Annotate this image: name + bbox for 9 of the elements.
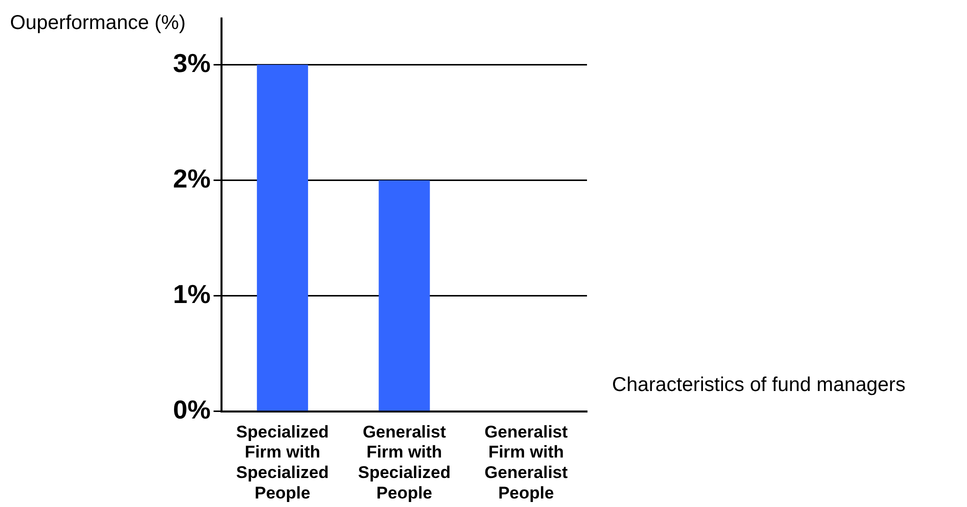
y-axis-title: Ouperformance (%) <box>10 12 186 35</box>
x-tick-label: Generalist Firm with Specialized People <box>358 422 451 502</box>
y-tick-label: 3% <box>173 48 211 78</box>
x-axis-title: Characteristics of fund managers <box>612 374 906 397</box>
x-tick-label: Generalist Firm with Generalist People <box>484 422 568 502</box>
y-tick-label: 0% <box>173 394 211 425</box>
x-tick-label: Specialized Firm with Specialized People <box>236 422 329 502</box>
y-tick-label: 2% <box>173 164 211 194</box>
y-tick-label: 1% <box>173 279 211 310</box>
